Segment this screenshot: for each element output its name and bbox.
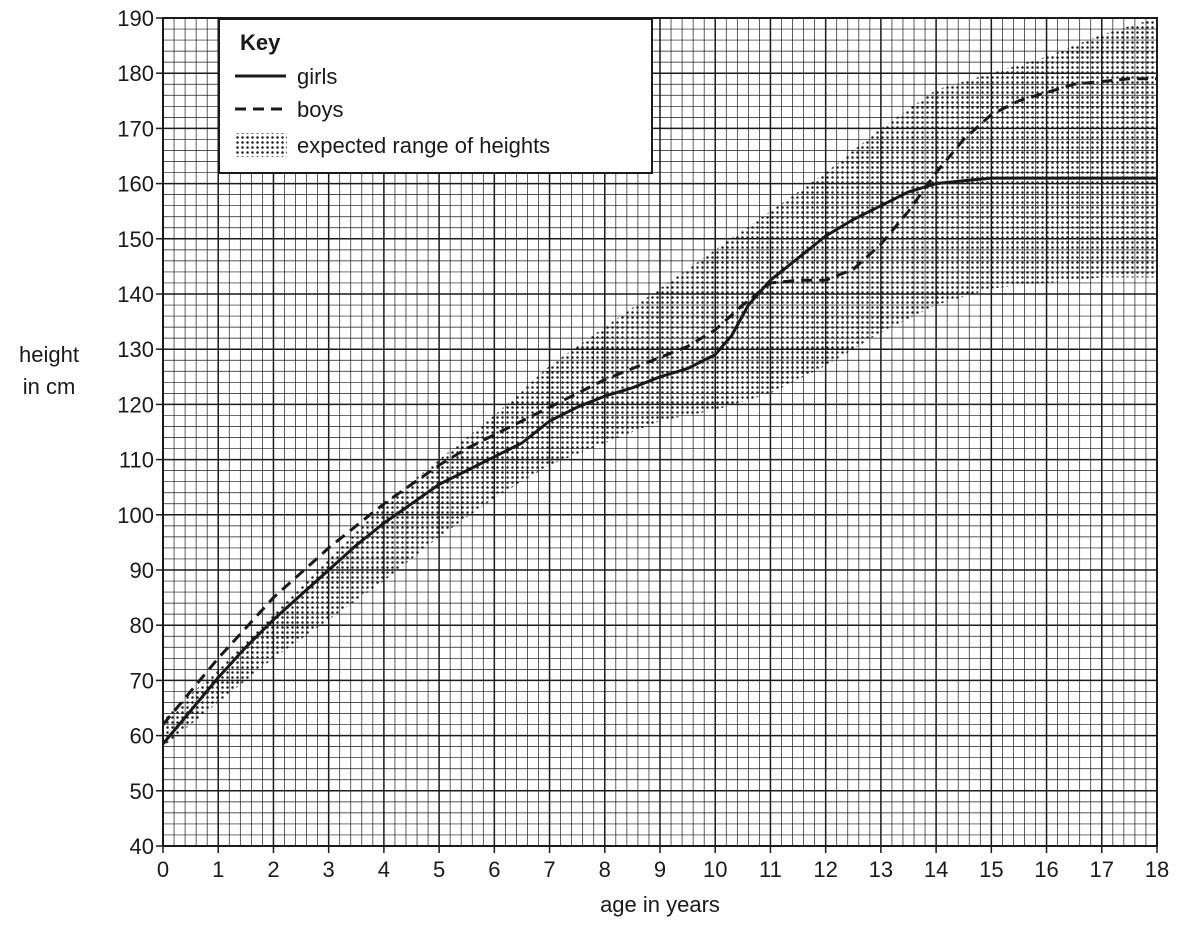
y-tick-label: 40 xyxy=(130,834,154,859)
x-tick-label: 15 xyxy=(979,857,1003,882)
legend-range-label: expected range of heights xyxy=(297,133,550,158)
x-tick-label: 4 xyxy=(378,857,390,882)
y-tick-label: 90 xyxy=(130,558,154,583)
y-tick-label: 70 xyxy=(130,668,154,693)
x-tick-label: 12 xyxy=(813,857,837,882)
x-tick-label: 11 xyxy=(759,857,782,882)
x-axis-label: age in years xyxy=(600,892,720,917)
y-tick-label: 50 xyxy=(130,779,154,804)
series-layer xyxy=(163,77,1157,745)
y-tick-label: 140 xyxy=(117,282,154,307)
legend-title: Key xyxy=(240,30,281,55)
legend-boys-label: boys xyxy=(297,97,343,122)
y-tick-label: 60 xyxy=(130,724,154,749)
legend: Key girls boys expected range of heights xyxy=(218,18,653,174)
series-line-girls xyxy=(163,176,1157,745)
y-tick-label: 100 xyxy=(117,503,154,528)
y-tick-label: 150 xyxy=(117,227,154,252)
legend-box xyxy=(218,18,653,174)
x-tick-label: 6 xyxy=(488,857,500,882)
x-tick-label: 8 xyxy=(599,857,611,882)
x-tick-label: 18 xyxy=(1145,857,1169,882)
series-line-boys xyxy=(163,77,1157,726)
y-tick-label: 120 xyxy=(117,392,154,417)
axis-ticks: 0 1 2 3 4 5 6 7 8 9 10 11 12 13 14 15 16 17 18405060708090… xyxy=(117,6,1169,882)
legend-range-swatch xyxy=(235,133,287,157)
y-tick-label: 80 xyxy=(130,613,154,638)
x-tick-label: 1 xyxy=(212,857,224,882)
y-axis-label-line-2: in cm xyxy=(23,374,76,399)
y-axis-label-line-1: height xyxy=(19,342,79,367)
y-tick-label: 180 xyxy=(117,61,154,86)
x-tick-label: 10 xyxy=(703,857,727,882)
x-tick-label: 5 xyxy=(433,857,445,882)
x-tick-label: 16 xyxy=(1034,857,1058,882)
x-tick-label: 3 xyxy=(323,857,335,882)
y-tick-label: 190 xyxy=(117,6,154,31)
y-tick-label: 110 xyxy=(119,448,154,473)
legend-girls-label: girls xyxy=(297,64,337,89)
x-tick-label: 17 xyxy=(1090,857,1114,882)
x-tick-label: 7 xyxy=(543,857,555,882)
x-tick-label: 13 xyxy=(869,857,893,882)
x-tick-label: 9 xyxy=(654,857,666,882)
x-tick-label: 0 xyxy=(157,857,169,882)
y-tick-label: 160 xyxy=(117,172,154,197)
x-tick-label: 14 xyxy=(924,857,948,882)
x-tick-label: 2 xyxy=(267,857,279,882)
y-tick-label: 130 xyxy=(117,337,154,362)
y-tick-label: 170 xyxy=(117,116,154,141)
